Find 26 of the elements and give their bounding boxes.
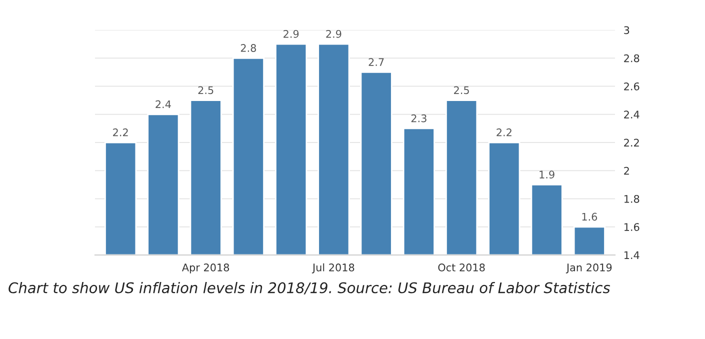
- y-tick-label: 2.6: [624, 82, 640, 90]
- y-tick-label: 2: [624, 166, 629, 175]
- y-tick-label: 2.8: [624, 54, 640, 62]
- y-tick-label: 1.8: [624, 194, 640, 203]
- data-label: 2.4: [156, 100, 171, 108]
- x-tick-label: Jan 2019: [566, 264, 612, 274]
- y-tick-label: 3: [624, 26, 630, 34]
- y-tick-label: 1.4: [624, 251, 640, 259]
- text: Chart to show US inflation levels in 2018/19. Source: US Bureau of Labor Statistics: [8, 282, 610, 294]
- y-tick-label: 2.4: [624, 110, 640, 118]
- data-label: 1.6: [582, 212, 598, 221]
- data-label: 2.5: [198, 86, 214, 94]
- x-tick-label: Oct 2018: [438, 264, 485, 272]
- data-label: 2.8: [240, 44, 256, 52]
- y-tick-label: 2.2: [624, 138, 639, 146]
- x-tick-label: Jul 2018: [312, 263, 354, 274]
- data-label: 1.9: [540, 170, 554, 179]
- data-label: 2.3: [411, 114, 426, 122]
- y-tick-label: 1.6: [624, 223, 640, 231]
- x-tick-label: Apr 2018: [182, 264, 230, 274]
- data-label: 2.2: [113, 128, 128, 136]
- data-label: 2.9: [326, 30, 342, 38]
- data-label: 2.2: [496, 128, 512, 136]
- data-label: 2.7: [368, 58, 384, 66]
- data-label: 2.9: [284, 30, 299, 38]
- data-label: 2.5: [454, 86, 469, 94]
